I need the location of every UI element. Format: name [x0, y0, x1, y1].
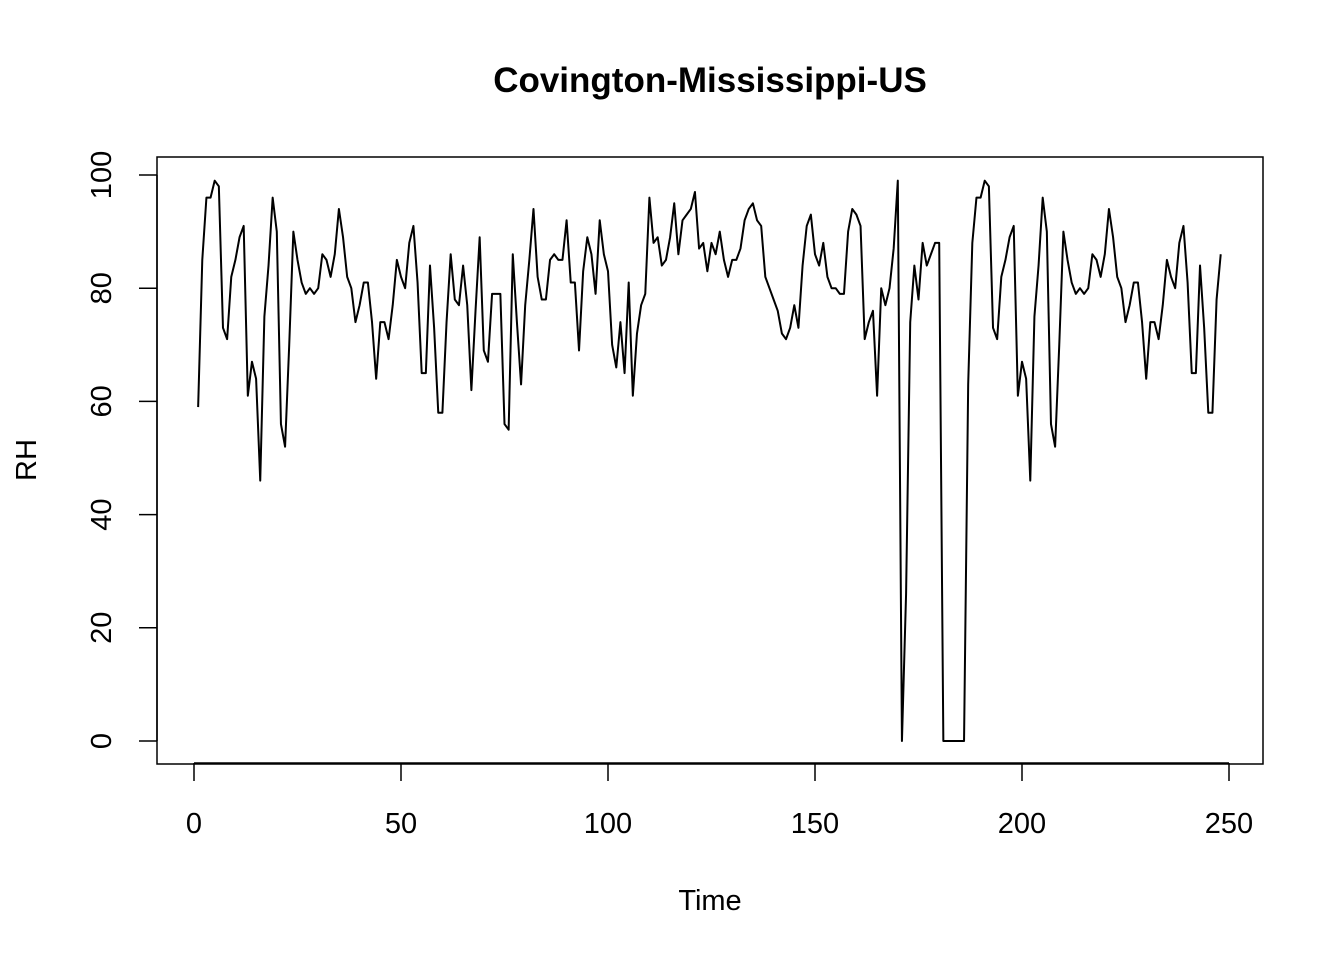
x-axis: 0 50 100 150 200 250 [186, 762, 1253, 840]
y-tick-label: 60 [86, 385, 118, 417]
x-axis-label: Time [678, 885, 741, 917]
x-tick-label: 250 [1205, 808, 1253, 840]
y-axis: 0 20 40 60 80 100 [86, 151, 158, 749]
series-line [197, 179, 1222, 742]
series-layer [197, 179, 1222, 742]
y-tick-label: 20 [86, 612, 118, 644]
x-tick-label: 200 [998, 808, 1046, 840]
y-axis-label: RH [11, 439, 43, 481]
x-tick-label: 150 [791, 808, 839, 840]
y-tick-label: 0 [86, 733, 118, 749]
y-tick-label: 100 [86, 151, 118, 199]
x-tick-label: 50 [385, 808, 417, 840]
x-tick-label: 0 [186, 808, 202, 840]
x-tick-label: 100 [584, 808, 632, 840]
y-tick-label: 80 [86, 272, 118, 304]
y-tick-label: 40 [86, 498, 118, 530]
chart-title: Covington-Mississippi-US [493, 61, 927, 100]
